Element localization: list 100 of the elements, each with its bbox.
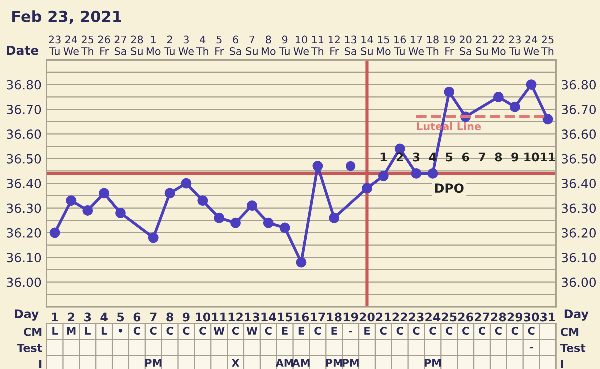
x2-tick-label: 18 Th: [426, 36, 439, 56]
x2-tick-label: 24 We: [524, 36, 540, 56]
x2-tick-label: 24 We: [64, 36, 79, 56]
point: [428, 168, 438, 179]
text: C: [512, 327, 518, 335]
point: [526, 80, 537, 90]
x-tick-label: 28: [491, 312, 506, 322]
x2-tick-label: 25 Th: [541, 36, 554, 56]
annotation: 10: [524, 152, 540, 162]
point: [312, 161, 324, 172]
x2-tick-label: 3 We: [178, 36, 194, 56]
x2-tick-label: 21 Su: [476, 36, 488, 56]
annotation: 2: [396, 152, 404, 162]
y-tick-label: 36.50: [7, 154, 42, 164]
text: C: [232, 327, 239, 335]
text: -: [530, 347, 534, 349]
x2-tick-label: 1 Mo: [146, 36, 161, 56]
annotation: 9: [512, 152, 518, 162]
point: [329, 212, 340, 224]
point: [280, 222, 290, 234]
x-tick-label: 21: [376, 312, 392, 322]
x-tick-label: 26: [458, 312, 474, 322]
text: C: [200, 327, 206, 335]
y-tick-label: Test: [17, 344, 42, 352]
x2-tick-label: 23 Tu: [509, 36, 521, 56]
point: [50, 228, 60, 238]
text: C: [462, 327, 469, 335]
point: [493, 92, 504, 102]
x2-tick-label: 11 Th: [311, 36, 324, 56]
x-tick-label: 13: [245, 312, 260, 322]
x2-tick-label: 17 We: [408, 36, 424, 56]
text: PM: [146, 359, 162, 367]
x2-tick-label: 4 Th: [196, 36, 209, 56]
y2-tick-label: 36.60: [562, 130, 596, 140]
point: [411, 168, 422, 179]
x-tick-label: 16: [294, 312, 310, 322]
text: L: [52, 327, 58, 335]
text: X: [232, 359, 240, 367]
x2-tick-label: 2 Tu: [164, 36, 175, 56]
point: [198, 196, 208, 206]
x2-tick-label: 19 Fr: [444, 36, 456, 56]
text: M: [67, 327, 76, 335]
point: [378, 170, 389, 182]
text: E: [332, 327, 338, 335]
x2-tick-label: 5 Fr: [216, 36, 224, 56]
x-tick-label: 10: [196, 312, 211, 322]
y2-tick-label: 36.10: [562, 253, 596, 263]
x-tick-label: 24: [426, 312, 441, 322]
y2-tick-label: 36.80: [562, 80, 596, 90]
text: C: [478, 327, 486, 335]
point: [542, 114, 554, 125]
text: PM: [326, 359, 342, 367]
point: [346, 161, 356, 172]
y2-tick-label: 36.40: [562, 179, 596, 189]
x-tick-label: 20: [360, 312, 375, 322]
x-tick-label: 27: [474, 312, 490, 322]
x2-tick-label: 8 Mo: [262, 36, 276, 56]
y-tick-label: 36.40: [7, 179, 42, 189]
y2-tick-label: 36.20: [562, 228, 596, 238]
text: •: [118, 329, 123, 333]
annotation: 5: [446, 152, 453, 162]
y-tick-label: 36.30: [7, 204, 42, 214]
text: C: [166, 327, 174, 335]
annotation: 7: [478, 152, 486, 162]
text: PM: [424, 359, 441, 367]
x2-tick-label: 9 Tu: [279, 36, 290, 56]
x2-tick-label: 10 We: [294, 36, 309, 56]
x2-tick-label: 12 Fr: [328, 36, 340, 56]
x-tick-label: 19: [344, 312, 358, 322]
y-tick-label: 36.80: [7, 80, 42, 90]
point: [164, 188, 176, 199]
point: [116, 208, 126, 218]
text: C: [413, 327, 420, 335]
text: C: [396, 327, 404, 335]
x-tick-label: 29: [508, 312, 523, 322]
point: [246, 200, 258, 212]
chart-title: Feb 23, 2021: [12, 10, 122, 24]
text: W: [214, 327, 225, 335]
text: C: [446, 327, 453, 335]
annotation: 6: [462, 152, 470, 162]
x-tick-label: 6: [134, 312, 141, 322]
x-tick-label: 18: [327, 312, 342, 322]
x2-tick-label: 16 Tu: [394, 36, 406, 56]
x2-tick-label: 7 Su: [246, 36, 258, 56]
y2-tick-label: CM: [560, 328, 579, 336]
y-tick-label: 36.70: [7, 104, 42, 114]
x2-tick-label: 20 Sa: [460, 36, 472, 56]
point: [444, 87, 455, 98]
y2-tick-label: 36.50: [562, 154, 596, 164]
x2-tick-label: 13 Sa: [344, 36, 357, 56]
x-tick-label: 23: [409, 312, 424, 322]
point: [230, 218, 241, 228]
text: E: [364, 327, 370, 335]
text: C: [528, 327, 535, 335]
x2-tick-label: 28 Su: [131, 36, 144, 56]
point: [362, 183, 372, 194]
point: [66, 196, 77, 206]
annotation: 11: [541, 152, 556, 162]
text: PM: [342, 359, 359, 367]
x2-tick-label: 15 Mo: [377, 36, 391, 56]
